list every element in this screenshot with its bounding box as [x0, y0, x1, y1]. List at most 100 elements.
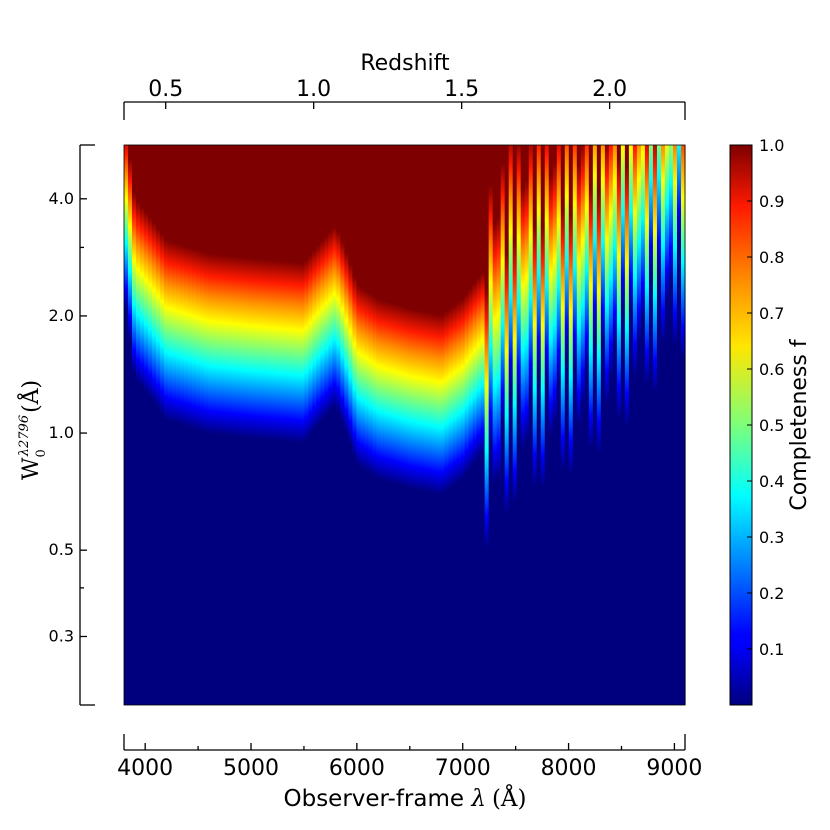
heatmap-column [332, 145, 337, 705]
heatmap-column [152, 145, 157, 705]
heatmap-column [420, 145, 426, 705]
y-tick-label: 0.5 [49, 540, 74, 559]
heatmap-column [536, 145, 542, 705]
heatmap-column [624, 145, 630, 705]
heatmap-column [316, 145, 321, 705]
heatmap-column [460, 145, 466, 705]
heatmap-column [200, 145, 205, 705]
heatmap-column [244, 145, 249, 705]
colorbar-tick-label: 0.1 [759, 640, 784, 659]
heatmap-column [516, 145, 522, 705]
x-axis-title: Observer-frame λ (Å) [284, 784, 527, 812]
top-tick-label: 2.0 [592, 77, 627, 102]
heatmap-column [264, 145, 269, 705]
colorbar-tick-label: 0.2 [759, 584, 784, 603]
heatmap-column [136, 145, 141, 705]
colorbar-tick-label: 0.5 [759, 416, 784, 435]
heatmap-column [240, 145, 245, 705]
y-tick-label: 0.3 [49, 626, 74, 645]
heatmap-column [476, 145, 482, 705]
axes [79, 101, 686, 751]
heatmap-column [528, 145, 534, 705]
heatmap-column [296, 145, 301, 705]
top-axis-title: Redshift [360, 51, 450, 76]
heatmap-column [676, 145, 682, 705]
heatmap-column [248, 145, 253, 705]
heatmap-column [444, 145, 450, 705]
heatmap-column [604, 145, 610, 705]
heatmap-column [132, 145, 137, 705]
heatmap-column [360, 145, 366, 705]
heatmap-column [328, 145, 333, 705]
heatmap-column [548, 145, 554, 705]
heatmap-column [600, 145, 606, 705]
x-tick-label: 9000 [646, 756, 702, 781]
heatmap-column [520, 145, 526, 705]
heatmap-column [640, 145, 646, 705]
colorbar-tick-label: 0.7 [759, 304, 784, 323]
heatmap-column [208, 145, 213, 705]
heatmap-column [284, 145, 289, 705]
colorbar-tick-label: 0.6 [759, 360, 784, 379]
heatmap-column [424, 145, 430, 705]
y-axis-title-sub: 0 [34, 449, 49, 457]
x-axis-title-prefix: Observer-frame [284, 786, 472, 812]
heatmap-column [584, 145, 590, 705]
heatmap-column [384, 145, 390, 705]
heatmap-column [672, 145, 678, 705]
y-axis-title-main: W [19, 457, 44, 480]
heatmap-column [164, 145, 169, 705]
heatmap-column [668, 145, 674, 705]
heatmap-column [660, 145, 666, 705]
heatmap-column [552, 145, 558, 705]
heatmap-column [320, 145, 325, 705]
heatmap-column [464, 145, 470, 705]
heatmap-column [364, 145, 370, 705]
colorbar-tick-label: 0.4 [759, 472, 784, 491]
svg-text:W0λ2796(Å): W0λ2796 (Å) [16, 380, 49, 480]
heatmap-column [436, 145, 442, 705]
heatmap-column [656, 145, 662, 705]
y-axis-title: W0λ2796 (Å) [16, 380, 49, 480]
heatmap-column [496, 145, 502, 705]
colorbar-tick-label: 0.3 [759, 528, 784, 547]
heatmap-column [412, 145, 418, 705]
heatmap-column [128, 145, 133, 705]
heatmap-column [292, 145, 297, 705]
heatmap-column [576, 145, 582, 705]
heatmap-column [180, 145, 185, 705]
heatmap-column [252, 145, 257, 705]
heatmap-column [480, 145, 486, 705]
heatmap-column [408, 145, 414, 705]
top-tick-label: 0.5 [148, 77, 183, 102]
heatmap-column [524, 145, 530, 705]
heatmap-column [160, 145, 165, 705]
heatmap-column [404, 145, 410, 705]
heatmap-column [196, 145, 201, 705]
heatmap-column [276, 145, 281, 705]
colorbar-tick-label: 1.0 [759, 136, 784, 155]
heatmap-column [560, 145, 566, 705]
heatmap-column [372, 145, 378, 705]
heatmap-column [156, 145, 161, 705]
colorbar-tick-label: 0.9 [759, 192, 784, 211]
heatmap-column [304, 145, 309, 705]
colorbar [730, 145, 752, 705]
heatmap-column [148, 145, 153, 705]
heatmap-column [632, 145, 638, 705]
heatmap-column [260, 145, 265, 705]
heatmap-column [204, 145, 209, 705]
heatmap-column [484, 145, 490, 705]
top-tick-label: 1.5 [444, 77, 479, 102]
heatmap-column [232, 145, 237, 705]
heatmap-column [336, 145, 341, 705]
heatmap-column [472, 145, 478, 705]
heatmap-column [500, 145, 506, 705]
heatmap-column [308, 145, 313, 705]
heatmap-column [644, 145, 650, 705]
heatmap-column [324, 145, 329, 705]
heatmap-column [396, 145, 402, 705]
heatmap-column [340, 145, 345, 705]
heatmap-column [168, 145, 173, 705]
heatmap-column [452, 145, 458, 705]
